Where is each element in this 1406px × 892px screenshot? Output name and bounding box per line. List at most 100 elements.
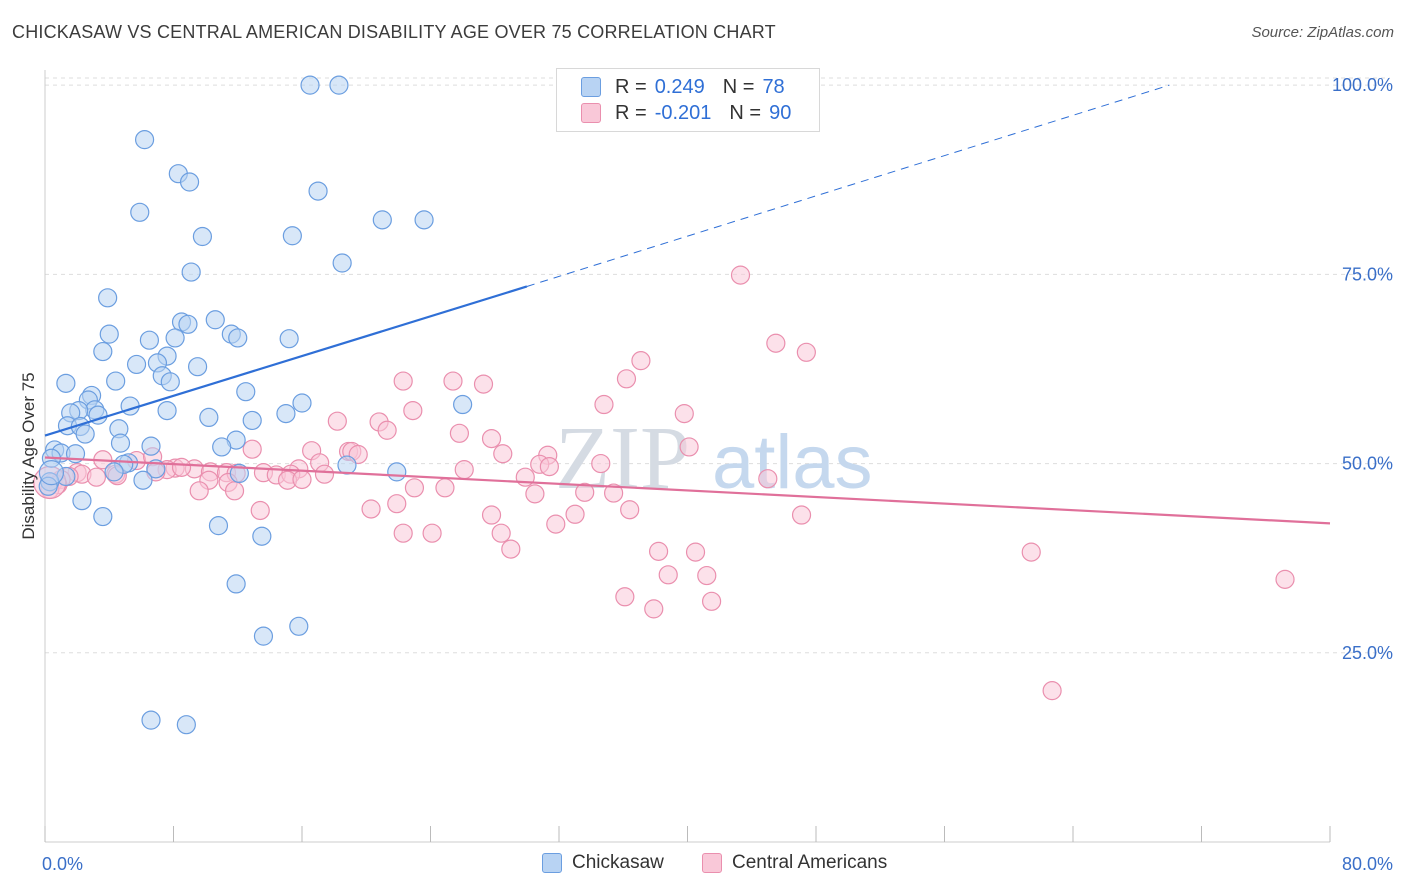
central-americans-point [481, 505, 502, 525]
chickasaw-point [212, 437, 232, 457]
central-americans-point [250, 500, 270, 521]
chickasaw-point [160, 372, 180, 392]
central-americans-point [697, 565, 717, 586]
central-americans-point [327, 411, 347, 431]
central-americans-point [1042, 681, 1062, 701]
chickasaw-point [242, 410, 262, 431]
central-americans-point [766, 333, 786, 353]
axis-labels: 25.0% 50.0% 75.0% 100.0% 0.0% 80.0% Disability… [19, 75, 1393, 874]
central-americans-point [404, 478, 425, 498]
grid-lines [45, 77, 1390, 654]
chickasaw-point [387, 462, 407, 482]
chickasaw-point [38, 460, 65, 486]
chickasaw-point [208, 516, 229, 536]
legend-r-label: R = [615, 75, 647, 98]
chickasaw-point [308, 181, 328, 201]
chickasaw-point [130, 202, 150, 222]
central-americans-point [377, 420, 397, 440]
central-americans-point [546, 514, 566, 534]
chickasaw-point [126, 354, 147, 375]
central-americans-point [1275, 569, 1295, 589]
central-americans-point [591, 453, 611, 474]
chickasaw-point [414, 210, 434, 230]
chickasaw-point [133, 470, 153, 490]
legend-label-central-americans: Central Americans [732, 852, 888, 873]
x-tick-label-max: 80.0% [1342, 854, 1393, 874]
trend-lines [44, 84, 1331, 525]
central-americans-point [620, 500, 640, 520]
legend-n-value: 90 [769, 101, 792, 124]
central-americans-point [361, 499, 381, 519]
chickasaw-point [236, 382, 256, 402]
watermark-atlas: atlas [712, 420, 873, 505]
central-americans-point [539, 456, 559, 477]
central-americans-point [454, 460, 474, 480]
chickasaw-point [279, 329, 299, 349]
chickasaw-point [181, 262, 201, 282]
central-americans-point [491, 523, 511, 543]
chickasaw-point [104, 462, 124, 482]
central-americans-point [758, 469, 778, 489]
central-americans-point [679, 437, 699, 457]
central-americans-point [658, 565, 678, 585]
chickasaw-point [56, 373, 76, 393]
central-americans-point [171, 457, 192, 477]
source-label: Source: ZipAtlas.com [1251, 24, 1394, 41]
central-americans-point [292, 469, 312, 490]
central-americans-point [525, 484, 545, 504]
chart-title: CHICKASAW VS CENTRAL AMERICAN DISABILITY… [12, 22, 776, 42]
central-americans-point [648, 541, 669, 561]
y-tick-label: 50.0% [1342, 454, 1393, 474]
central-americans-point [730, 265, 751, 285]
chickasaw-point [276, 404, 296, 424]
chickasaw-point [453, 394, 473, 415]
chickasaw-point [289, 616, 309, 636]
chickasaw-point [205, 310, 225, 330]
central-americans-point [565, 504, 585, 524]
chickasaw-point [75, 424, 95, 444]
y-axis-title: Disability Age Over 75 [19, 372, 38, 539]
central-americans-point [481, 428, 502, 449]
x-tick-label-min: 0.0% [42, 854, 83, 874]
chickasaw-point [329, 75, 349, 95]
legend-swatch-blue [542, 853, 562, 873]
chickasaw-point [192, 226, 213, 247]
central-americans-point [393, 523, 413, 543]
chickasaw-point [332, 253, 352, 273]
central-americans-point [449, 423, 470, 443]
chickasaw-point [372, 210, 392, 230]
y-tick-label: 75.0% [1342, 264, 1393, 284]
chickasaw-point [282, 226, 302, 246]
central-americans-point [796, 342, 816, 362]
central-americans-point [644, 599, 664, 619]
legend-swatch-blue [581, 77, 601, 97]
chickasaw-point [99, 324, 119, 344]
chickasaw-point [252, 526, 272, 546]
chickasaw-point [253, 626, 274, 646]
legend-row-chickasaw: R = 0.249 N = 78 [557, 73, 785, 101]
chickasaw-point [120, 396, 140, 416]
legend-r-label: R = [615, 101, 647, 124]
chickasaw-point [176, 715, 196, 735]
chickasaw-point [199, 407, 219, 427]
chickasaw-point [93, 341, 113, 362]
chickasaw-point [72, 491, 92, 511]
legend-item-central-americans: Central Americans [702, 852, 887, 874]
central-americans-point [501, 539, 521, 559]
trend-line-chickasaw-extension [526, 84, 1170, 287]
chickasaw-point [187, 357, 208, 377]
legend-r-value: 0.249 [654, 75, 705, 98]
central-americans-point [701, 591, 722, 611]
central-americans-point [493, 444, 513, 464]
chickasaw-point [229, 463, 249, 484]
chickasaw-point [337, 455, 357, 475]
central-americans-point [791, 505, 812, 525]
chickasaw-point [157, 400, 177, 421]
central-americans-point [422, 523, 442, 543]
legend-n-label: N = [729, 101, 762, 124]
legend-swatch-pink [581, 103, 601, 123]
chickasaw-point [106, 371, 126, 391]
central-americans-point [242, 439, 262, 459]
central-americans-point [393, 371, 413, 391]
